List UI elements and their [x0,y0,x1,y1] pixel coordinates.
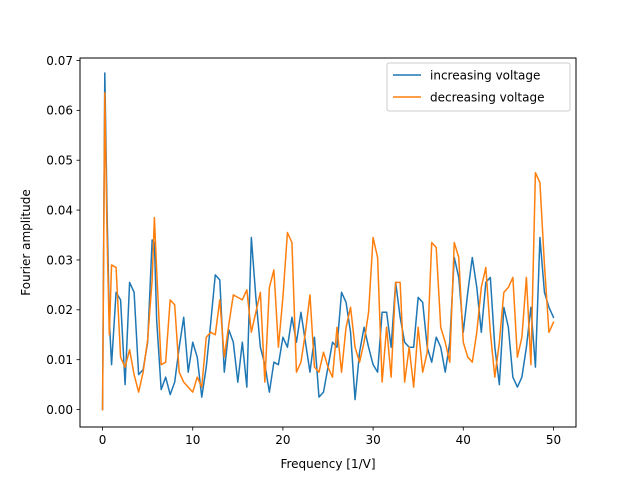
y-tick-label: 0.04 [46,203,73,217]
x-tick-label: 50 [546,433,561,447]
y-axis-label: Fourier amplitude [19,189,33,295]
series-line-decreasing-voltage [101,92,555,411]
legend-label: increasing voltage [430,68,540,82]
y-axis: 0.00 0.01 0.02 0.03 0.04 0.05 0.06 0.07 [46,54,80,417]
y-tick-label: 0.05 [46,154,73,168]
x-tick-label: 20 [275,433,290,447]
series-line-increasing-voltage [101,72,555,411]
x-axis: 0 10 20 30 40 50 [99,427,561,447]
legend: increasing voltage decreasing voltage [386,62,571,112]
series-layer [101,72,555,411]
legend-label: decreasing voltage [430,90,544,104]
y-tick-label: 0.01 [46,353,73,367]
x-tick-label: 40 [456,433,471,447]
y-tick-label: 0.03 [46,253,73,267]
x-tick-label: 0 [99,433,107,447]
legend-box [386,62,571,112]
y-tick-label: 0.00 [46,403,73,417]
x-tick-label: 10 [185,433,200,447]
plot-frame [79,57,577,428]
y-tick-label: 0.02 [46,303,73,317]
x-tick-label: 30 [365,433,380,447]
y-tick-label: 0.06 [46,104,73,118]
y-tick-label: 0.07 [46,54,73,68]
x-axis-label: Frequency [1/V] [280,457,375,471]
